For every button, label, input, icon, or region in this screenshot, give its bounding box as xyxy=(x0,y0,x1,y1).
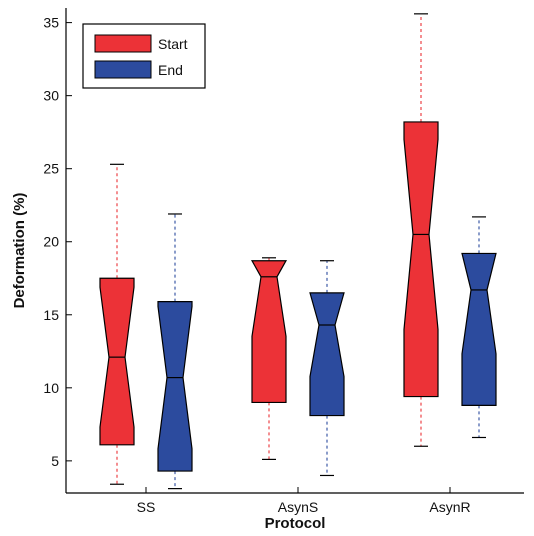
x-tick-label: AsynS xyxy=(278,499,318,515)
box-start-ss xyxy=(99,163,135,485)
y-tick-label: 5 xyxy=(51,453,59,469)
y-tick-label: 10 xyxy=(43,380,59,396)
y-tick-label: 25 xyxy=(43,161,59,177)
x-tick-label: AsynR xyxy=(429,499,470,515)
box-end-asynr xyxy=(461,216,497,439)
legend: Start End xyxy=(82,23,206,89)
y-tick-label: 20 xyxy=(43,234,59,250)
legend-label-start: Start xyxy=(158,36,188,52)
box-body xyxy=(403,121,439,398)
axes-layer xyxy=(65,8,524,494)
box-end-ss xyxy=(157,213,193,490)
box-body xyxy=(157,301,193,472)
y-axis-title: Deformation (%) xyxy=(11,193,28,309)
x-axis-title: Protocol xyxy=(265,515,326,532)
box-start-asyns xyxy=(250,257,288,461)
box-body xyxy=(309,292,345,417)
ticks-layer: 5 10 15 20 25 30 35 SS AsynS AsynR xyxy=(43,15,470,515)
boxes-layer xyxy=(99,13,497,490)
legend-swatch-start xyxy=(94,34,152,53)
legend-label-end: End xyxy=(158,62,183,78)
box-body xyxy=(461,252,497,406)
x-tick-label: SS xyxy=(137,499,156,515)
box-body xyxy=(250,260,288,404)
y-tick-label: 15 xyxy=(43,307,59,323)
y-tick-label: 35 xyxy=(43,15,59,31)
y-tick-label: 30 xyxy=(43,88,59,104)
box-end-asyns xyxy=(309,260,345,477)
legend-swatch-end xyxy=(94,60,152,79)
box-body xyxy=(99,277,135,446)
box-start-asynr xyxy=(403,13,439,447)
